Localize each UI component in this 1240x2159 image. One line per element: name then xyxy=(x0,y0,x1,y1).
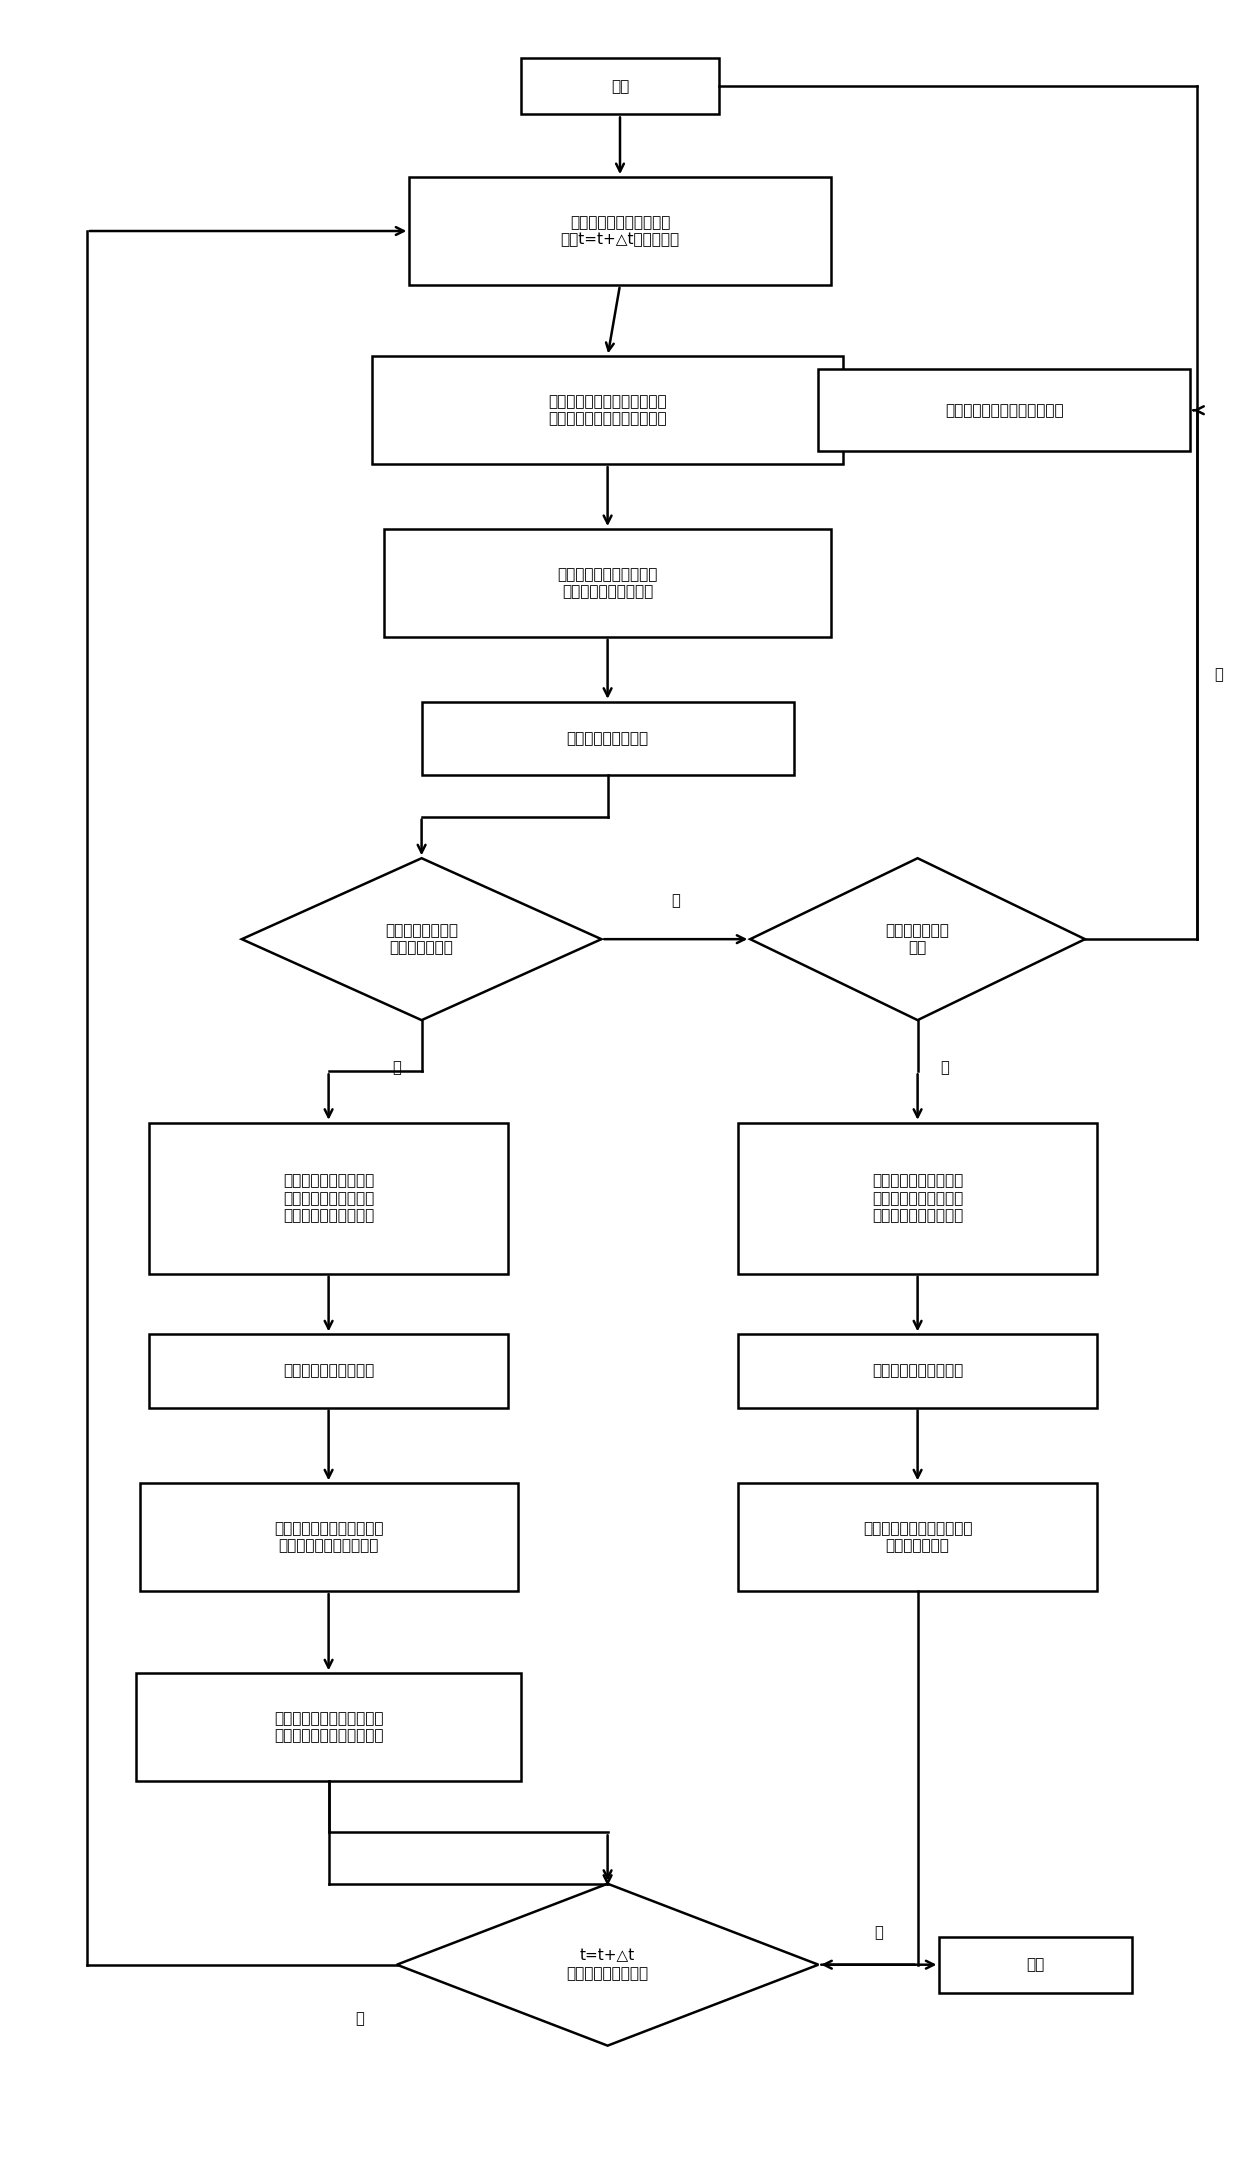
Text: 开始: 开始 xyxy=(611,80,629,93)
Text: 是: 是 xyxy=(671,894,681,907)
FancyBboxPatch shape xyxy=(422,702,794,775)
FancyBboxPatch shape xyxy=(818,369,1190,451)
Text: 计算大气压对应的临界固相率
和入口压力对应的临界固相率: 计算大气压对应的临界固相率 和入口压力对应的临界固相率 xyxy=(548,393,667,427)
Text: 当前孤立液相区是
否与入口连通？: 当前孤立液相区是 否与入口连通？ xyxy=(386,922,458,956)
Text: 计算当前子孤立液相区在当
前时间步长内的收缩体积: 计算当前子孤立液相区在当 前时间步长内的收缩体积 xyxy=(274,1520,383,1554)
FancyBboxPatch shape xyxy=(140,1483,517,1591)
Text: 有压力补缩，不计算孔松缺陷: 有压力补缩，不计算孔松缺陷 xyxy=(945,404,1064,417)
FancyBboxPatch shape xyxy=(149,1334,508,1408)
FancyBboxPatch shape xyxy=(521,58,719,114)
Text: 在当前孤立液相区中按
照大气压对应的临界固
相率查找子孤立液相区: 在当前孤立液相区中按 照大气压对应的临界固 相率查找子孤立液相区 xyxy=(872,1172,963,1224)
Text: 是否达到泄压时
间？: 是否达到泄压时 间？ xyxy=(885,922,950,956)
FancyBboxPatch shape xyxy=(738,1334,1097,1408)
Text: 遍历所有子孤立液相区: 遍历所有子孤立液相区 xyxy=(872,1364,963,1377)
Text: 否: 否 xyxy=(392,1060,402,1075)
FancyBboxPatch shape xyxy=(738,1123,1097,1274)
Text: 遍历所有子孤立液相区: 遍历所有子孤立液相区 xyxy=(283,1364,374,1377)
FancyBboxPatch shape xyxy=(940,1937,1131,1993)
FancyBboxPatch shape xyxy=(149,1123,508,1274)
Polygon shape xyxy=(750,859,1085,1021)
Text: 根据设置的压力曲线得到
时刻t=t+△t的入口压力: 根据设置的压力曲线得到 时刻t=t+△t的入口压力 xyxy=(560,214,680,248)
Text: 遍历所有孤立液相区: 遍历所有孤立液相区 xyxy=(567,732,649,745)
FancyBboxPatch shape xyxy=(409,177,831,285)
Polygon shape xyxy=(397,1883,818,2047)
Text: 子孤立液相区的原液相体积
设置为空缺体积: 子孤立液相区的原液相体积 设置为空缺体积 xyxy=(863,1520,972,1554)
Text: 是: 是 xyxy=(874,1926,883,1939)
Text: 按照入口压力对应的临界
固相率查找孤立液相区: 按照入口压力对应的临界 固相率查找孤立液相区 xyxy=(558,566,657,600)
Text: 结束: 结束 xyxy=(1027,1958,1044,1971)
FancyBboxPatch shape xyxy=(136,1673,521,1781)
FancyBboxPatch shape xyxy=(372,356,843,464)
Text: t=t+△t
是否达到泄压时间？: t=t+△t 是否达到泄压时间？ xyxy=(567,1947,649,1982)
Text: 否: 否 xyxy=(355,2012,365,2025)
FancyBboxPatch shape xyxy=(384,529,831,637)
Polygon shape xyxy=(242,859,601,1021)
FancyBboxPatch shape xyxy=(738,1483,1097,1591)
Text: 在当前孤立液相区中按
照大气压对应的临界固
相率查找子孤立液相区: 在当前孤立液相区中按 照大气压对应的临界固 相率查找子孤立液相区 xyxy=(283,1172,374,1224)
Text: 否: 否 xyxy=(1214,667,1224,682)
Text: 收缩体积优先分配到完全液
相区，再分配到混合糊状区: 收缩体积优先分配到完全液 相区，再分配到混合糊状区 xyxy=(274,1710,383,1744)
Text: 是: 是 xyxy=(940,1060,950,1075)
